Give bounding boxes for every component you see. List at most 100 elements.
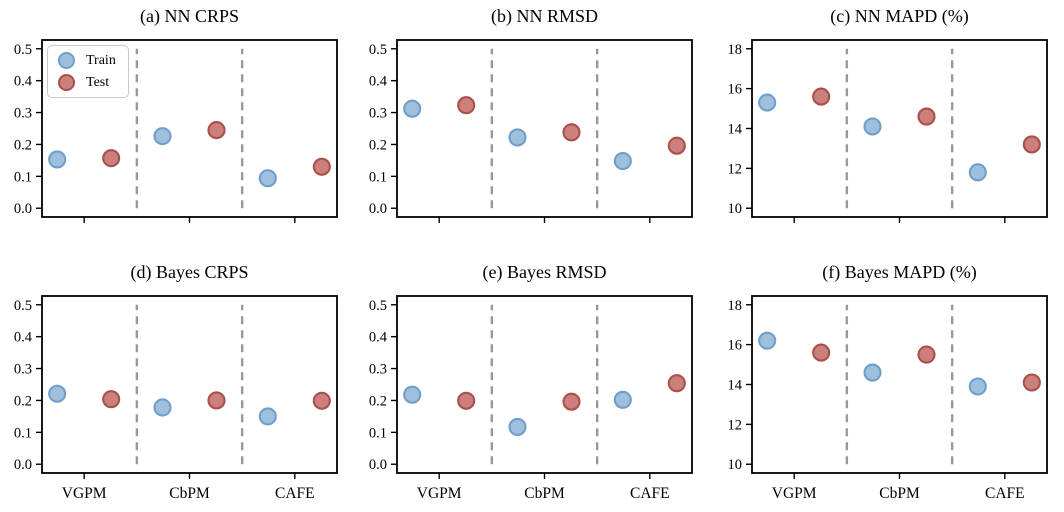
y-tick-label: 0.5 [14, 298, 32, 314]
y-tick-label: 0.0 [14, 201, 32, 217]
panel-title: (e) Bayes RMSD [482, 262, 607, 282]
test-point-vgpm [102, 390, 121, 409]
train-point-cafe [968, 377, 987, 396]
test-point-cbpm [562, 392, 581, 411]
test-point-vgpm [457, 391, 476, 410]
panel-title: (a) NN CRPS [139, 6, 239, 26]
train-point-cafe [613, 390, 632, 409]
test-point-cbpm [917, 345, 936, 364]
x-tick-label: VGPM [772, 485, 817, 502]
y-tick-label: 0.2 [14, 137, 32, 153]
train-point-vgpm [403, 99, 422, 118]
panel-title: (d) Bayes CRPS [130, 262, 249, 282]
y-tick-label: 0.5 [369, 42, 387, 58]
panel-b-nn-rmsd: (b) NN RMSD 0.0 0.1 0.2 0.3 0.4 0.5 [355, 0, 709, 256]
train-point-cafe [613, 151, 632, 171]
panel-d-plot: 0.0 0.1 0.2 0.3 0.4 0.5 VGPM CbPM CAFE [14, 295, 338, 502]
y-tick-label: 16 [728, 82, 743, 98]
axes-frame [396, 39, 693, 218]
test-point-vgpm [812, 343, 831, 362]
train-marker-icon [58, 52, 75, 69]
test-point-cafe [667, 136, 686, 155]
y-tick-label: 10 [728, 457, 743, 473]
test-point-cbpm [562, 123, 581, 142]
legend-label: Test [86, 74, 110, 90]
legend: Train Test [47, 45, 129, 98]
y-tick-label: 16 [728, 338, 743, 354]
panel-title: (f) Bayes MAPD (%) [822, 262, 977, 282]
y-tick-label: 0.2 [369, 393, 387, 409]
panel-a-nn-crps: (a) NN CRPS Train Test 0.0 0.1 0.2 0.3 0.4 0.… [0, 0, 354, 256]
train-point-cbpm [863, 363, 882, 382]
y-tick-label: 0.3 [369, 106, 387, 122]
train-point-cbpm [153, 398, 172, 417]
y-tick-label: 0.0 [14, 457, 32, 473]
legend-item-train: Train [58, 52, 116, 69]
test-point-vgpm [457, 96, 476, 115]
test-point-vgpm [812, 87, 831, 106]
panel-e-bayes-rmsd: (e) Bayes RMSD 0.0 0.1 0.2 0.3 0.4 0.5 VGPM CbP… [355, 256, 709, 512]
test-marker-icon [58, 74, 75, 91]
panel-d-bayes-crps: (d) Bayes CRPS 0.0 0.1 0.2 0.3 0.4 0.5 VGPM CbP… [0, 256, 354, 512]
train-point-cbpm [153, 127, 172, 146]
y-tick-label: 0.2 [14, 393, 32, 409]
y-tick-label: 0.1 [14, 425, 32, 441]
panel-c-plot: 10 12 14 16 18 [728, 39, 1048, 223]
y-tick-label: 0.1 [369, 169, 387, 185]
train-point-vgpm [403, 385, 422, 404]
x-tick-label: VGPM [62, 485, 107, 502]
train-point-vgpm [48, 384, 67, 403]
test-point-cafe [312, 157, 331, 176]
axes-frame [396, 295, 693, 474]
panel-f-plot: 10 12 14 16 18 VGPM CbPM CAFE [728, 295, 1048, 502]
axes-frame [41, 295, 338, 474]
y-tick-label: 0.3 [369, 362, 387, 378]
y-tick-label: 0.1 [369, 425, 387, 441]
y-tick-label: 0.2 [369, 137, 387, 153]
axes-frame [751, 295, 1048, 474]
y-tick-label: 18 [728, 298, 743, 314]
y-tick-label: 14 [728, 122, 743, 138]
y-tick-label: 0.3 [14, 362, 32, 378]
test-point-cafe [1022, 135, 1041, 154]
test-point-cbpm [917, 107, 936, 126]
train-point-vgpm [758, 93, 777, 112]
x-tick-label: CAFE [275, 485, 315, 502]
test-point-vgpm [102, 149, 121, 168]
y-tick-label: 18 [728, 42, 743, 58]
train-point-vgpm [758, 331, 777, 350]
panel-f-bayes-mapd: (f) Bayes MAPD (%) 10 12 14 16 18 VGPM CbPM CAF… [710, 256, 1064, 512]
train-point-cafe [258, 407, 277, 426]
y-tick-label: 0.1 [14, 169, 32, 185]
y-tick-label: 12 [728, 161, 743, 177]
y-tick-label: 0.5 [369, 298, 387, 314]
x-tick-label: CbPM [879, 485, 920, 502]
train-point-cafe [258, 169, 277, 188]
y-tick-label: 0.0 [369, 201, 387, 217]
x-tick-label: CbPM [524, 485, 565, 502]
train-point-cbpm [508, 417, 527, 436]
y-tick-label: 0.4 [369, 330, 388, 346]
y-tick-label: 0.4 [369, 74, 388, 90]
x-tick-label: CbPM [169, 485, 210, 502]
test-point-cafe [1022, 373, 1041, 392]
axes-frame [751, 39, 1048, 218]
legend-label: Train [86, 52, 116, 68]
panel-b-plot: 0.0 0.1 0.2 0.3 0.4 0.5 [369, 39, 693, 223]
train-point-cbpm [863, 117, 882, 136]
test-point-cafe [312, 391, 331, 410]
x-tick-label: CAFE [985, 485, 1025, 502]
train-point-cbpm [508, 128, 527, 147]
y-tick-label: 0.4 [14, 330, 33, 346]
panel-c-nn-mapd: (c) NN MAPD (%) 10 12 14 16 18 [710, 0, 1064, 256]
y-tick-label: 10 [728, 201, 743, 217]
y-tick-label: 0.5 [14, 42, 32, 58]
test-point-cbpm [207, 121, 226, 140]
test-point-cafe [667, 374, 686, 393]
y-tick-label: 0.4 [14, 74, 33, 90]
x-tick-label: CAFE [630, 485, 670, 502]
y-tick-label: 0.0 [369, 457, 387, 473]
y-tick-label: 0.3 [14, 106, 32, 122]
y-tick-label: 14 [728, 378, 743, 394]
